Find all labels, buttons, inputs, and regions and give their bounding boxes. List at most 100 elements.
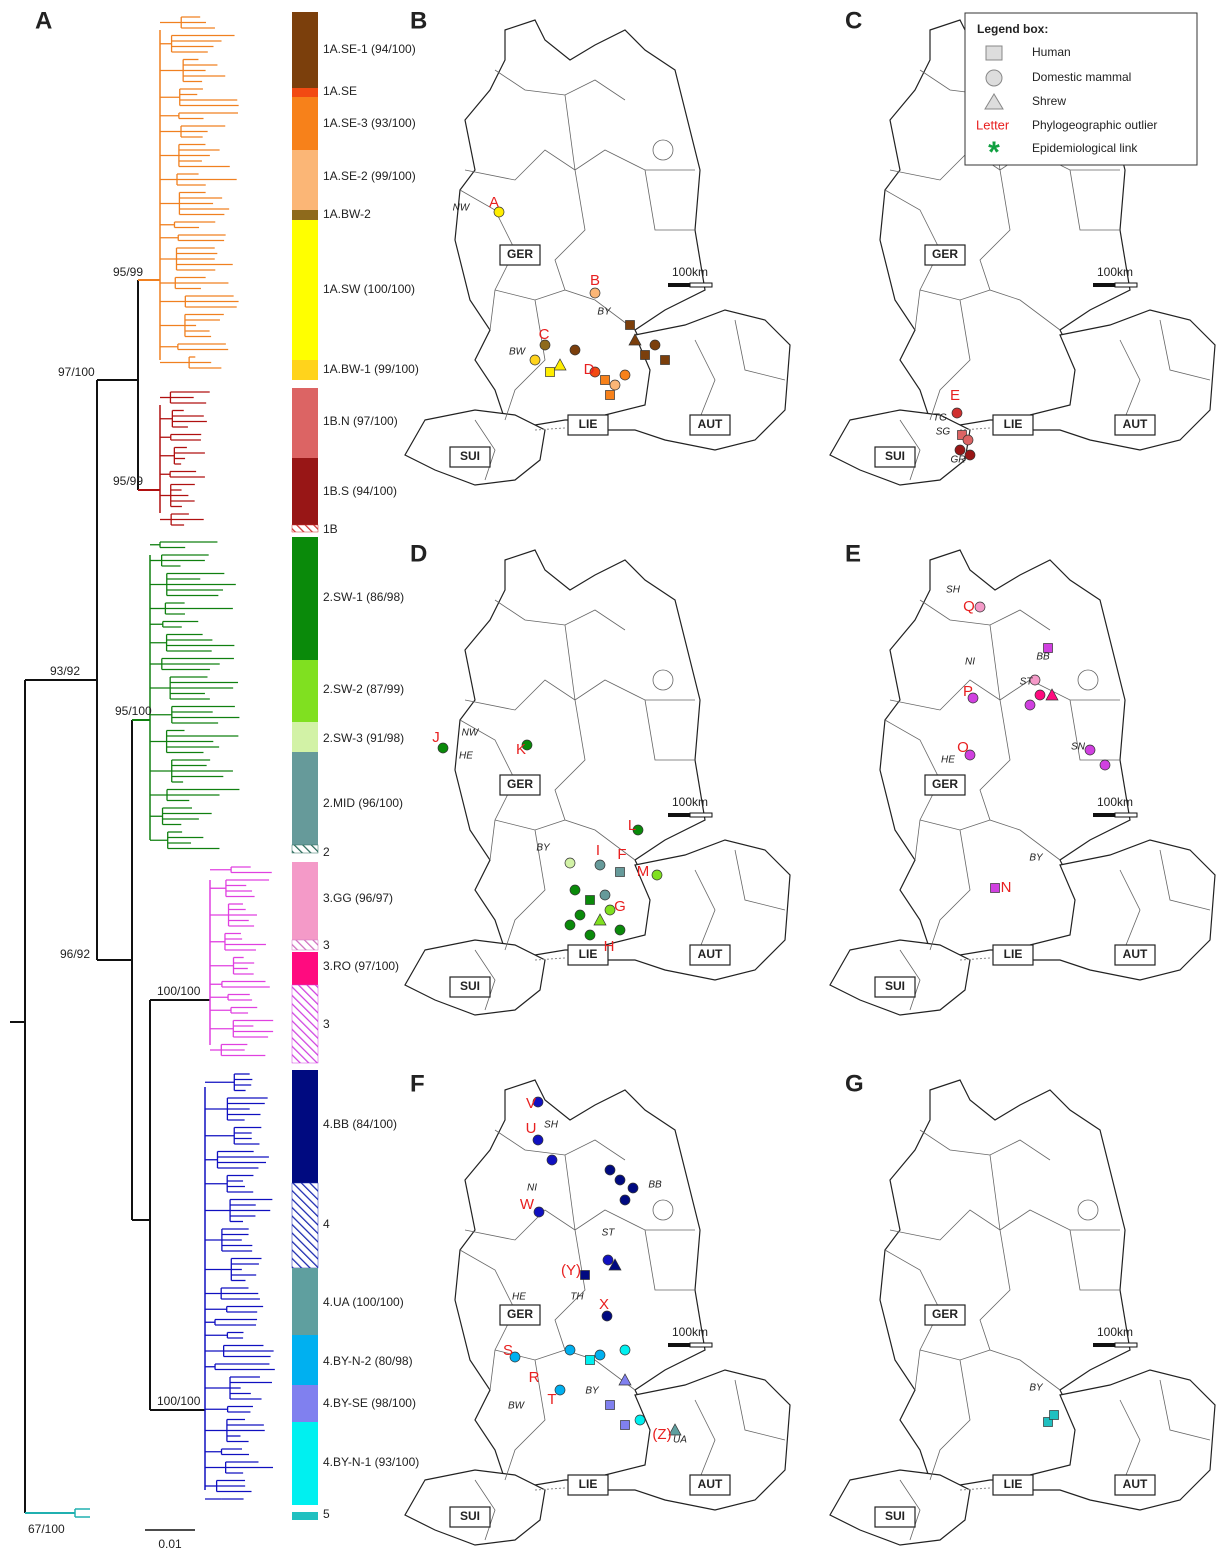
sample-point bbox=[964, 449, 976, 461]
country-box bbox=[874, 976, 916, 998]
state-label: BY bbox=[597, 307, 612, 318]
sample-point bbox=[564, 1344, 576, 1356]
outlier-label: R bbox=[529, 1369, 540, 1386]
support-label: 100/100 bbox=[157, 984, 201, 998]
country-box bbox=[449, 976, 491, 998]
asterisk-symbol: * bbox=[988, 136, 1000, 169]
state-label: BY bbox=[536, 843, 551, 854]
outlier-label: W bbox=[520, 1196, 535, 1213]
legend-label: Domestic mammal bbox=[1032, 70, 1131, 84]
scale-bar bbox=[668, 283, 690, 287]
outlier-label: J bbox=[432, 729, 440, 746]
phylogenetic-tree: 95/99 97/100 95/99 93/92 95/100 96/92 100/100 1… bbox=[10, 12, 419, 1551]
outlier-label: A bbox=[489, 194, 499, 211]
sample-point bbox=[580, 1270, 590, 1280]
map-panel: GER LIE SUI AUT 100km TG SG GR E bbox=[830, 20, 1215, 485]
sample-point bbox=[539, 339, 551, 351]
sample-point bbox=[1084, 744, 1096, 756]
sample-point bbox=[649, 339, 661, 351]
state-label: NI bbox=[965, 657, 975, 668]
scale-bar bbox=[1093, 813, 1115, 817]
clade-label: 1A.SE-1 (94/100) bbox=[323, 42, 416, 56]
outlier-label: D bbox=[584, 361, 595, 378]
state-label: BY bbox=[585, 1386, 600, 1397]
legend-frame bbox=[964, 12, 1198, 166]
clade-label: 1A.BW-2 bbox=[323, 207, 371, 221]
clade-label: 3 bbox=[323, 938, 330, 952]
sample-point bbox=[660, 355, 670, 365]
state-label: BB bbox=[1036, 652, 1050, 663]
country-label: AUT bbox=[698, 417, 723, 431]
letter-symbol: Letter bbox=[976, 117, 1010, 132]
sample-point bbox=[632, 824, 644, 836]
country-label: LIE bbox=[579, 417, 598, 431]
outlier-label: (Z) bbox=[652, 1426, 671, 1443]
scale-label: 0.01 bbox=[158, 1537, 182, 1551]
support-label: 95/99 bbox=[113, 265, 143, 279]
scale-label: 100km bbox=[1097, 795, 1133, 809]
outlier-label: B bbox=[590, 272, 600, 289]
country-box bbox=[874, 1506, 916, 1528]
clade-label: 3.RO (97/100) bbox=[323, 959, 399, 973]
sample-point bbox=[615, 867, 625, 877]
sample-point bbox=[614, 1174, 626, 1186]
sample-point bbox=[569, 884, 581, 896]
clade-label: 1A.SE bbox=[323, 84, 357, 98]
state-label: GR bbox=[951, 455, 966, 466]
clade-bar bbox=[292, 1422, 318, 1505]
scale-bar bbox=[689, 282, 713, 288]
outlier-label: S bbox=[503, 1342, 513, 1359]
country-box bbox=[1114, 1474, 1156, 1496]
sample-point bbox=[601, 1310, 613, 1322]
sample-point bbox=[593, 913, 607, 926]
clade-label: 3.GG (96/97) bbox=[323, 891, 393, 905]
country-label: SUI bbox=[460, 1509, 480, 1523]
state-label: HE bbox=[459, 751, 473, 762]
outlier-label: C bbox=[539, 326, 550, 343]
support-label: 97/100 bbox=[58, 365, 95, 379]
outlier-label: L bbox=[628, 817, 636, 834]
sample-point bbox=[620, 1420, 630, 1430]
sample-point bbox=[605, 1400, 615, 1410]
clade-label: 4.BY-N-2 (80/98) bbox=[323, 1354, 413, 1368]
sample-point bbox=[437, 742, 449, 754]
sample-point bbox=[627, 1182, 639, 1194]
clade-bar bbox=[292, 210, 318, 220]
country-label: SUI bbox=[885, 449, 905, 463]
panel-label: E bbox=[845, 540, 861, 567]
scale-bar bbox=[668, 813, 690, 817]
sample-point bbox=[974, 601, 986, 613]
country-label: AUT bbox=[1123, 947, 1148, 961]
sample-point bbox=[628, 333, 642, 346]
clade-bar bbox=[292, 862, 318, 940]
country-box bbox=[499, 244, 541, 266]
clade-bar bbox=[292, 1335, 318, 1385]
clade-label: 1A.SE-2 (99/100) bbox=[323, 169, 416, 183]
human-icon bbox=[985, 45, 1003, 61]
panel-label: A bbox=[35, 7, 52, 34]
country-label: LIE bbox=[1004, 947, 1023, 961]
panel-label: D bbox=[410, 540, 427, 567]
country-box bbox=[924, 244, 966, 266]
country-box bbox=[992, 944, 1034, 966]
sample-point bbox=[521, 739, 533, 751]
country-label: AUT bbox=[1123, 417, 1148, 431]
country-label: GER bbox=[932, 777, 958, 791]
country-box bbox=[924, 1304, 966, 1326]
clade-bar bbox=[292, 12, 318, 88]
panel-label: C bbox=[845, 7, 862, 34]
legend-title: Legend box: bbox=[977, 22, 1048, 36]
clade-bar bbox=[291, 984, 319, 1064]
sample-point bbox=[585, 1355, 595, 1365]
sample-point bbox=[600, 375, 610, 385]
country-box bbox=[689, 414, 731, 436]
state-label: TH bbox=[570, 1292, 584, 1303]
sample-point bbox=[651, 869, 663, 881]
sample-point bbox=[1034, 689, 1046, 701]
scale-bar bbox=[1114, 1342, 1138, 1348]
country-box bbox=[924, 774, 966, 796]
country-box bbox=[689, 944, 731, 966]
clade-label: 2.SW-2 (87/99) bbox=[323, 682, 404, 696]
scale-bar bbox=[1114, 282, 1138, 288]
